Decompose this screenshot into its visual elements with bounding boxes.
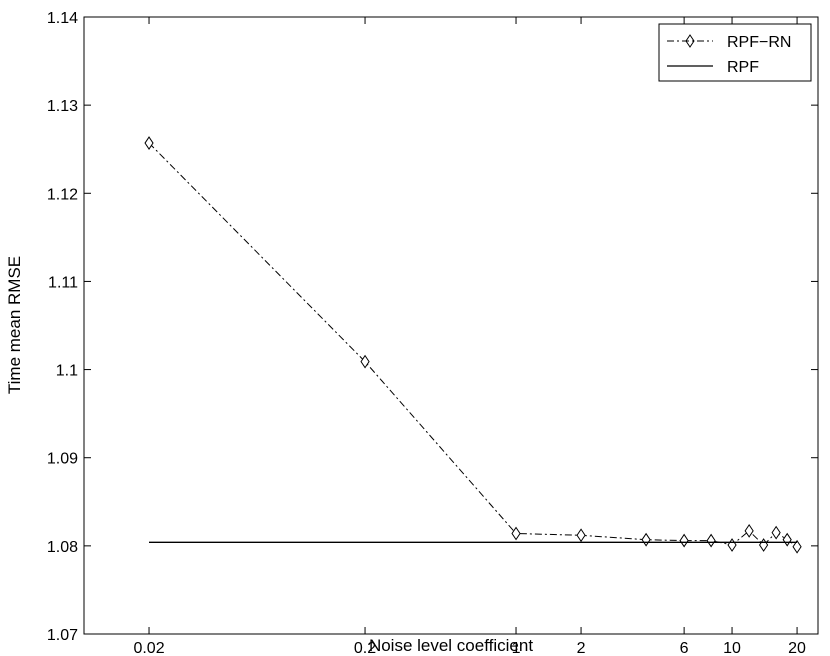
data-point-marker <box>679 533 689 548</box>
data-point-marker <box>511 526 521 541</box>
data-point-marker <box>360 354 370 369</box>
x-tick-label: 10 <box>723 640 741 656</box>
x-tick-label: 20 <box>788 640 806 656</box>
x-tick-label: 6 <box>680 640 689 656</box>
data-point-marker <box>576 528 586 543</box>
data-point-marker <box>744 523 754 538</box>
legend-label-rpf: RPF <box>727 59 759 76</box>
data-point-marker <box>771 525 781 540</box>
legend: RPF−RN RPF <box>658 23 812 82</box>
data-point-marker <box>144 136 154 150</box>
legend-label-rpf-rn: RPF−RN <box>727 34 791 51</box>
x-tick-label: 2 <box>577 640 586 656</box>
legend-marker-rpf-rn <box>685 34 695 48</box>
x-tick-label: 0.02 <box>133 640 164 656</box>
x-tick-label: 1 <box>512 640 521 656</box>
y-axis-title: Time mean RMSE <box>5 256 24 394</box>
series-layer <box>144 136 802 554</box>
y-tick-label: 1.12 <box>47 186 78 203</box>
y-tick-label: 1.09 <box>47 451 78 468</box>
x-axis-title: Noise level coefficient <box>369 636 533 655</box>
axis-ticks: 0.02 0.2 1 2 6 10 20 1.07 1.08 1.09 1.1 1.11 1.12 1.1… <box>47 10 818 656</box>
data-point-marker <box>706 533 716 548</box>
data-point-marker <box>792 539 802 554</box>
y-tick-label: 1.13 <box>47 98 78 115</box>
plot-area <box>83 16 819 635</box>
y-tick-label: 1.07 <box>47 627 78 644</box>
y-tick-label: 1.08 <box>47 539 78 556</box>
x-tick-label: 0.2 <box>354 640 376 656</box>
y-tick-label: 1.11 <box>48 274 78 291</box>
y-tick-label: 1.14 <box>47 10 78 27</box>
y-tick-label: 1.1 <box>56 363 78 380</box>
legend-box <box>658 23 812 82</box>
